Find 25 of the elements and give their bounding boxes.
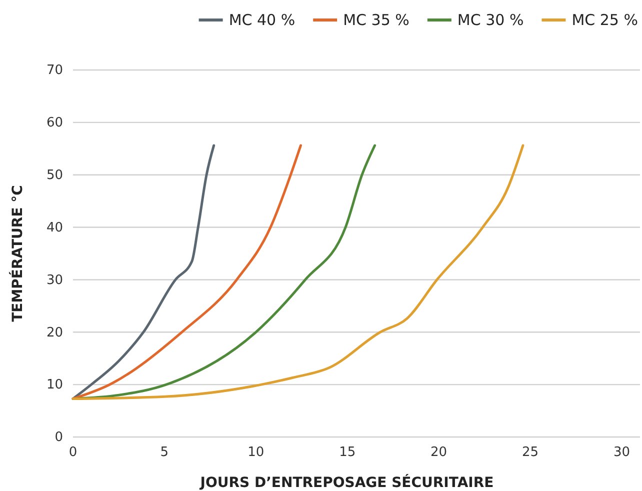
x-axis-title: JOURS D’ENTREPOSAGE SÉCURITAIRE xyxy=(199,474,494,491)
x-tick-label: 30 xyxy=(613,445,630,460)
y-tick-label: 40 xyxy=(46,220,63,236)
line-series xyxy=(72,144,216,400)
y-tick-label: 30 xyxy=(46,272,63,288)
x-tick-label: 0 xyxy=(68,445,78,460)
legend-label: MC 35 % xyxy=(343,11,410,29)
y-tick-label: 20 xyxy=(46,325,63,340)
legend-label: MC 25 % xyxy=(572,11,638,29)
legend-label: MC 40 % xyxy=(228,11,296,29)
y-tick-label: 60 xyxy=(46,116,63,131)
legend-label: MC 30 % xyxy=(457,11,524,29)
y-tick-label: 0 xyxy=(54,430,63,446)
y-axis-title: TEMPÉRATURE °C xyxy=(9,185,26,322)
y-tick-label: 10 xyxy=(46,378,63,393)
x-tick-label: 5 xyxy=(160,445,169,460)
x-tick-label: 15 xyxy=(339,445,356,460)
x-tick-label: 20 xyxy=(430,445,448,460)
y-tick-label: 70 xyxy=(46,63,63,78)
line-series xyxy=(72,144,302,400)
line-series xyxy=(72,144,524,400)
x-tick-label: 25 xyxy=(522,445,539,460)
y-tick-label: 50 xyxy=(46,168,63,184)
x-tick-label: 10 xyxy=(248,445,264,460)
line-series xyxy=(72,144,376,400)
